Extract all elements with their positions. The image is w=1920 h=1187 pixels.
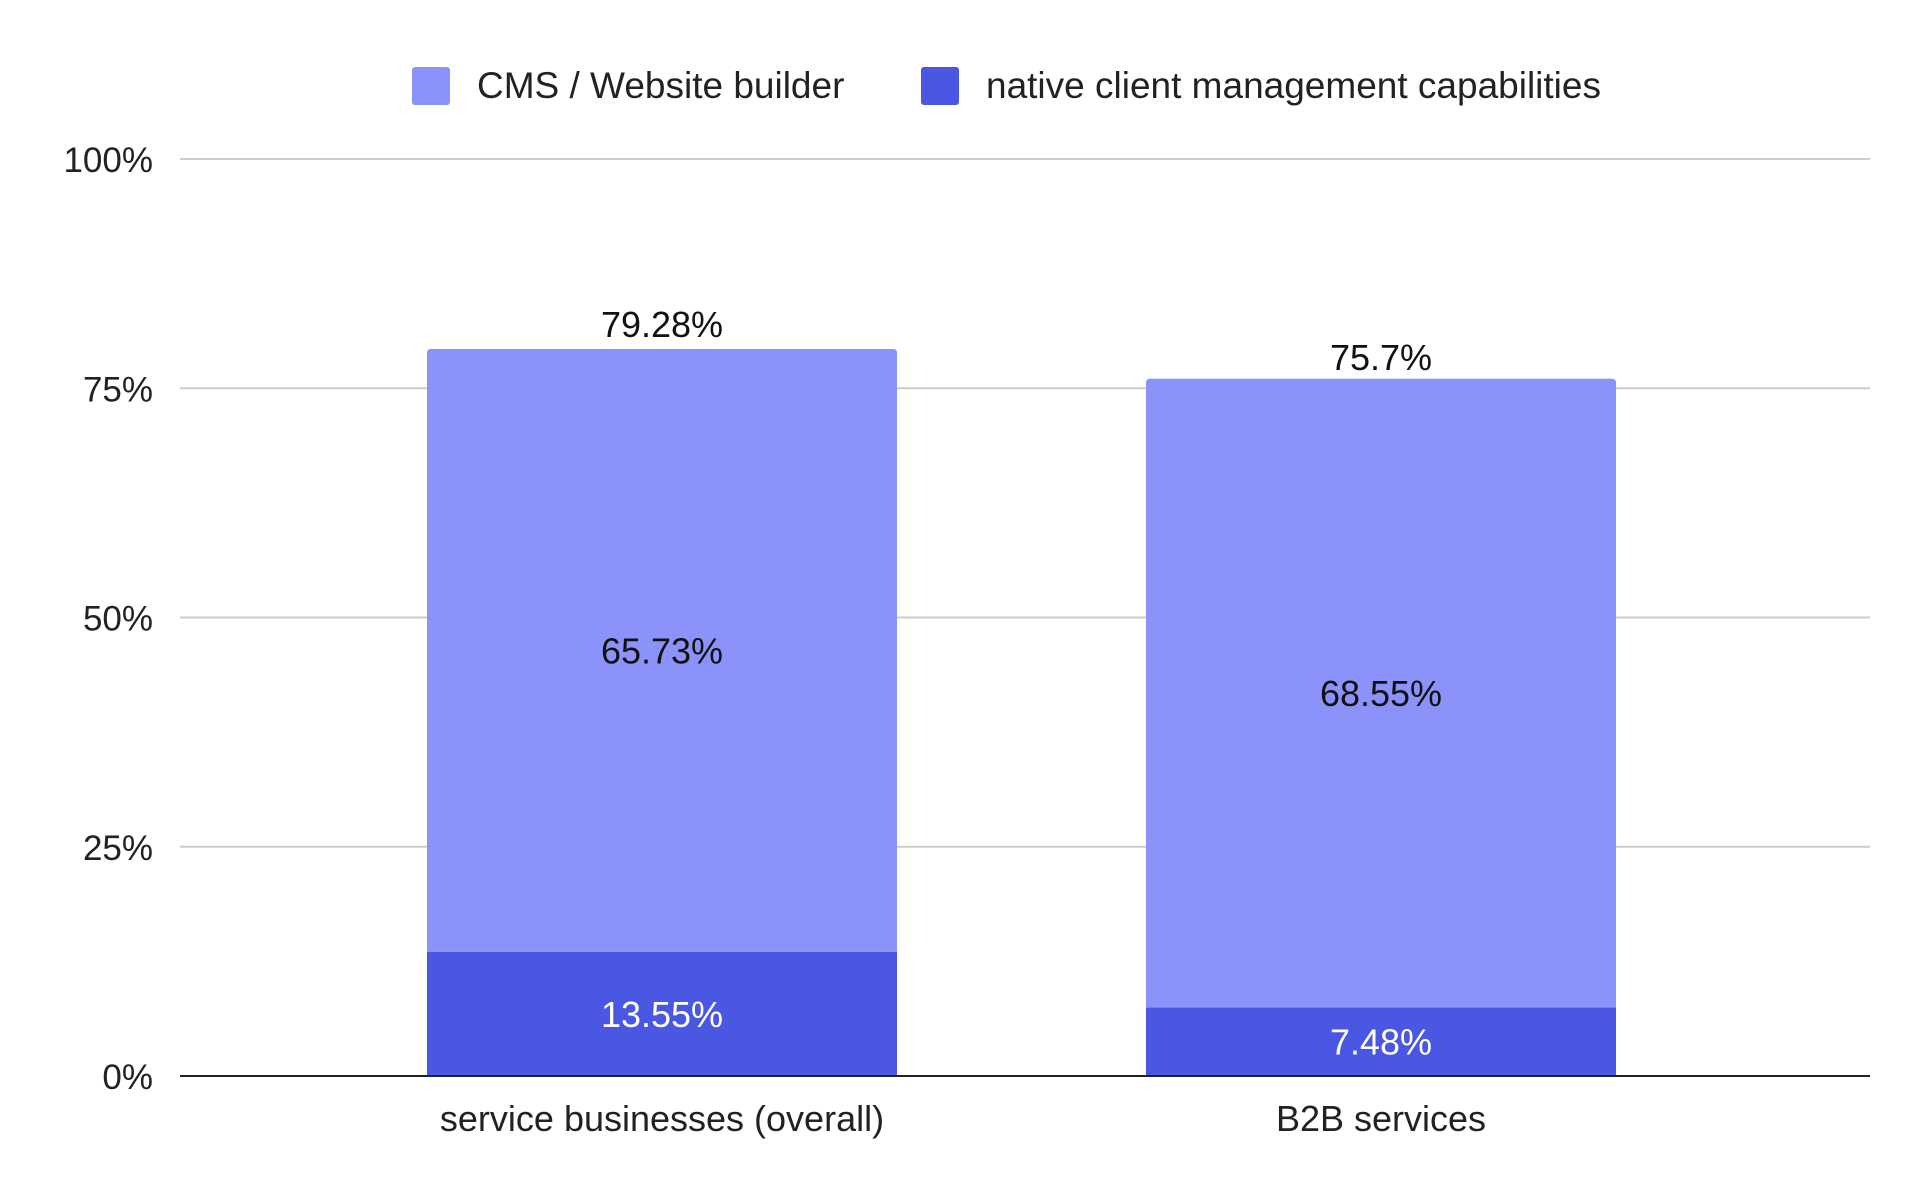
legend-item-native-client[interactable]: native client management capabilities xyxy=(921,62,1601,110)
bar-native-client-management-capabilities-b2b-services[interactable] xyxy=(1146,1007,1616,1076)
legend-item-cms[interactable]: CMS / Website builder xyxy=(412,62,844,110)
x-tick-label-service-businesses-overall: service businesses (overall) xyxy=(440,1098,884,1139)
data-label-native-client-management-capabilities-b2b-services: 7.48% xyxy=(1330,1022,1432,1063)
y-tick-label-50: 50% xyxy=(83,600,153,639)
y-tick-label-0: 0% xyxy=(102,1058,153,1097)
data-labels: 13.55% 65.73% 79.28% 7.48% 68.55% 75.7% xyxy=(601,304,1442,1063)
bar-cms-website-builder-b2b-services[interactable] xyxy=(1146,378,1616,1008)
bar-native-client-management-capabilities-service-businesses-overall[interactable] xyxy=(427,951,897,1076)
y-tick-label-75: 75% xyxy=(83,370,153,409)
bars xyxy=(427,349,1616,1076)
legend-label-cms: CMS / Website builder xyxy=(477,65,845,106)
y-axis-ticks: 0% 25% 50% 75% 100% xyxy=(63,141,153,1097)
x-tick-label-b2b-services: B2B services xyxy=(1276,1098,1486,1139)
total-label-b2b-services: 75.7% xyxy=(1330,337,1432,378)
legend-swatch-cms xyxy=(412,67,450,105)
bar-cms-website-builder-service-businesses-overall[interactable] xyxy=(427,349,897,952)
data-label-cms-website-builder-service-businesses-overall: 65.73% xyxy=(601,630,723,671)
legend-swatch-native-client xyxy=(921,67,959,105)
data-label-native-client-management-capabilities-service-businesses-overall: 13.55% xyxy=(601,994,723,1035)
x-axis-ticks: service businesses (overall) B2B services xyxy=(440,1098,1486,1139)
y-tick-label-100: 100% xyxy=(63,141,153,180)
y-tick-label-25: 25% xyxy=(83,829,153,868)
chart-legend: CMS / Website builder native client mana… xyxy=(0,0,1920,170)
legend-label-native-client: native client management capabilities xyxy=(986,65,1601,106)
data-label-cms-website-builder-b2b-services: 68.55% xyxy=(1320,673,1442,714)
total-label-service-businesses-overall: 79.28% xyxy=(601,304,723,345)
